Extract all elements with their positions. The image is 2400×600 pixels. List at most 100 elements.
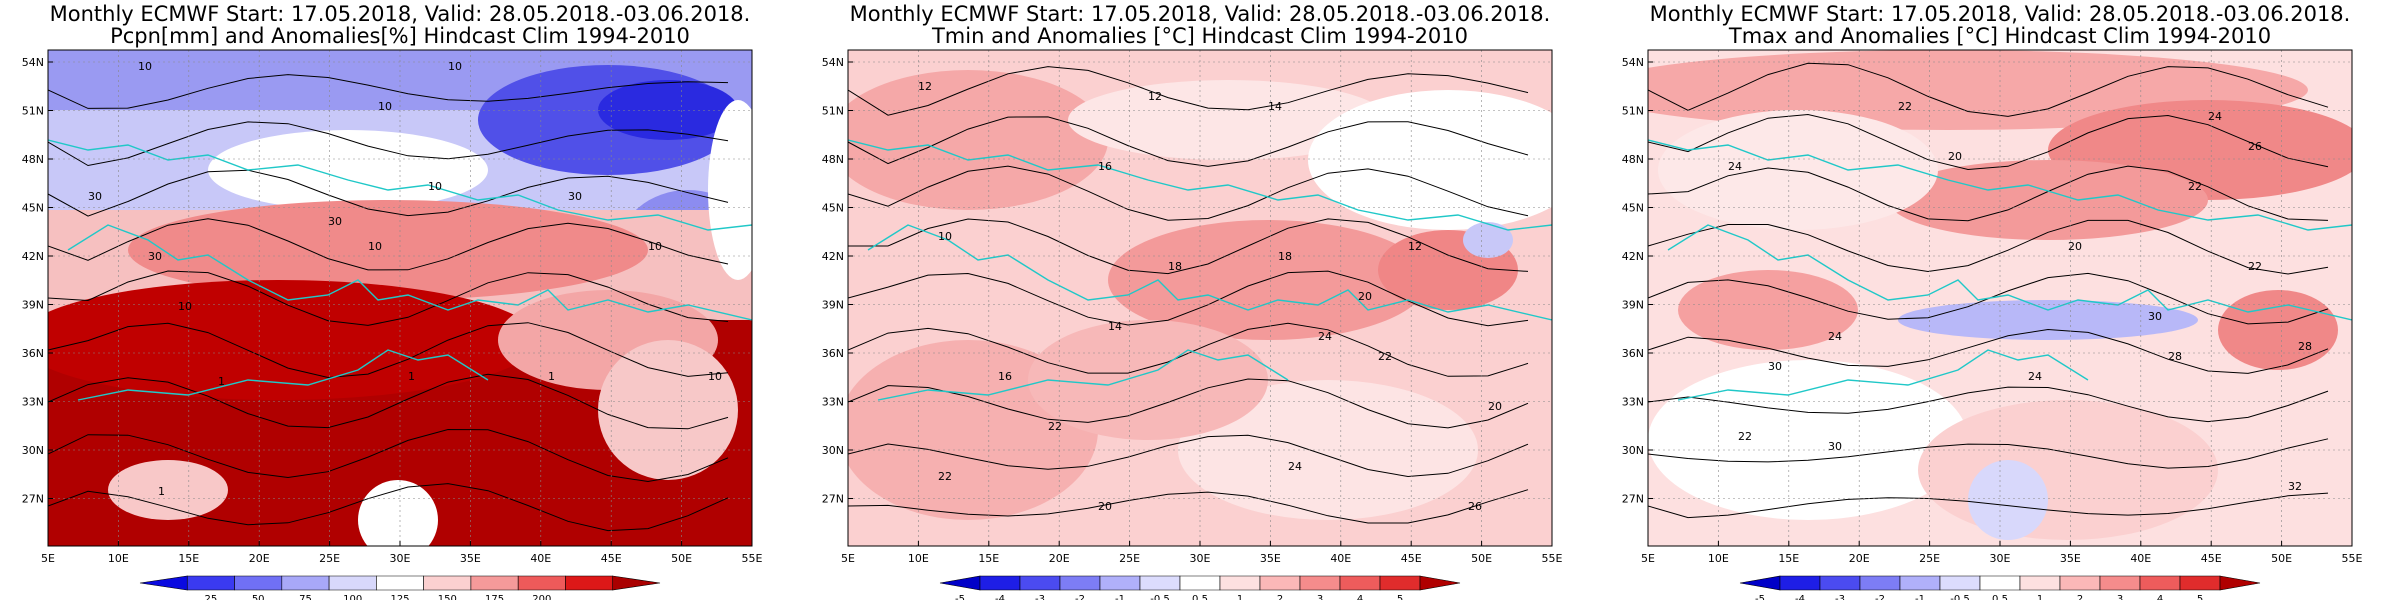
colorbar-swatch <box>1059 575 1101 591</box>
panel-tmin: Monthly ECMWF Start: 17.05.2018, Valid: … <box>800 0 1600 600</box>
colorbar-label: -5 <box>1755 594 1765 600</box>
anomaly-area <box>2218 290 2338 370</box>
contour-label: 28 <box>2298 340 2312 353</box>
contour-label: 22 <box>1378 350 1392 363</box>
colorbar-swatch <box>2219 575 2261 591</box>
panel-title-line1: Monthly ECMWF Start: 17.05.2018, Valid: … <box>849 2 1551 26</box>
colorbar-label: -3 <box>1835 594 1845 600</box>
lat-tick-label: 39N <box>22 299 44 312</box>
coastline <box>848 139 1552 231</box>
colorbar-label: 0.5 <box>1192 594 1208 600</box>
contour-label: 22 <box>1048 420 1062 433</box>
contour-line <box>1648 492 2329 519</box>
anomaly-area <box>1463 222 1513 258</box>
colorbar-label: 2 <box>2077 594 2083 600</box>
colorbar-swatch <box>517 575 566 591</box>
contour-label: 12 <box>918 80 932 93</box>
lat-tick-label: 51N <box>22 105 44 118</box>
colorbar-label: -0.5 <box>1950 594 1970 600</box>
lat-tick-label: 27N <box>1622 493 1644 506</box>
colorbar-label: 200 <box>532 594 551 600</box>
colorbar-swatch <box>565 575 614 591</box>
contour-label: 20 <box>2068 240 2082 253</box>
contour-label: 1 <box>408 370 415 383</box>
colorbar-swatch <box>470 575 519 591</box>
colorbar-label: -2 <box>1075 594 1085 600</box>
anomaly-area <box>1108 220 1428 340</box>
contour-line <box>48 74 729 109</box>
lat-tick-label: 42N <box>1622 250 1644 263</box>
panel-title-line2: Tmax and Anomalies [°C] Hindcast Clim 19… <box>1728 24 2272 48</box>
lat-tick-label: 27N <box>22 493 44 506</box>
contour-label: 12 <box>1408 240 1422 253</box>
lat-tick-label: 54N <box>22 56 44 69</box>
colorbar-label: 50 <box>252 594 265 600</box>
contour-line <box>848 434 1529 478</box>
coastline <box>67 224 752 321</box>
contour-label: 14 <box>1268 100 1282 113</box>
contour-label: 10 <box>708 370 722 383</box>
lat-tick-label: 42N <box>822 250 844 263</box>
lon-tick-label: 15E <box>978 552 999 565</box>
colorbar-swatch <box>2019 575 2061 591</box>
anomaly-area <box>1658 110 1938 230</box>
colorbar-swatch <box>139 575 188 591</box>
lon-tick-label: 40E <box>530 552 551 565</box>
lon-tick-label: 25E <box>1119 552 1140 565</box>
colorbar-swatch <box>2099 575 2141 591</box>
contour-label: 22 <box>2188 180 2202 193</box>
colorbar-label: -3 <box>1035 594 1045 600</box>
contour-label: 24 <box>2208 110 2222 123</box>
colorbar-label: 175 <box>485 594 504 600</box>
contour-line <box>48 169 729 217</box>
contour-line <box>1648 62 2329 117</box>
anomaly-area <box>208 130 488 210</box>
colorbar-label: 100 <box>343 594 362 600</box>
colorbar-label: 3 <box>2117 594 2123 600</box>
lat-tick-label: 30N <box>22 444 44 457</box>
lat-tick-label: 48N <box>22 153 44 166</box>
colorbar-label: 3 <box>1317 594 1323 600</box>
contour-label: 20 <box>1358 290 1372 303</box>
colorbar-swatch <box>1019 575 1061 591</box>
colorbar-label: 5 <box>2197 594 2203 600</box>
lon-tick-label: 45E <box>2201 552 2222 565</box>
contour-line <box>48 428 729 483</box>
colorbar: -5 -4 -3 -2 -1 -0.5 0.5 1 2 3 4 5 <box>1739 575 2261 600</box>
panel-title-line1: Monthly ECMWF Start: 17.05.2018, Valid: … <box>1649 2 2351 26</box>
lon-tick-label: 25E <box>1919 552 1940 565</box>
anomaly-area <box>598 80 738 140</box>
lon-tick-label: 25E <box>319 552 340 565</box>
lat-tick-label: 39N <box>1622 299 1644 312</box>
lon-tick-label: 55E <box>2342 552 2363 565</box>
coastline <box>48 139 752 231</box>
colorbar-swatch <box>612 575 661 591</box>
lon-tick-label: 40E <box>2130 552 2151 565</box>
colorbar-label: -2 <box>1875 594 1885 600</box>
colorbar-swatch <box>1219 575 1261 591</box>
contour-line <box>848 378 1529 429</box>
lon-tick-label: 5E <box>1641 552 1655 565</box>
colorbar-label: 4 <box>2157 594 2163 600</box>
coastline <box>77 349 489 401</box>
colorbar-swatch <box>1339 575 1381 591</box>
contour-label: 1 <box>158 485 165 498</box>
contour-label: 20 <box>1948 150 1962 163</box>
lat-tick-label: 54N <box>1622 56 1644 69</box>
contour-line <box>48 121 729 167</box>
contour-label: 10 <box>448 60 462 73</box>
anomaly-area <box>1898 300 2198 340</box>
colorbar-swatch <box>939 575 981 591</box>
map-field: 12 12 14 16 10 12 18 14 16 18 20 22 24 22 20 24 26 22 20 54… <box>822 49 1563 565</box>
colorbar-swatch <box>1259 575 1301 591</box>
contour-label: 30 <box>1768 360 1782 373</box>
colorbar-label: -1 <box>1115 594 1125 600</box>
colorbar-swatch <box>328 575 377 591</box>
lat-tick-label: 45N <box>22 202 44 215</box>
anomaly-area <box>1028 320 1268 440</box>
lon-tick-label: 10E <box>108 552 129 565</box>
contour-line <box>848 165 1529 221</box>
colorbar-swatch <box>2059 575 2101 591</box>
lon-tick-label: 50E <box>1471 552 1492 565</box>
lat-tick-label: 54N <box>822 56 844 69</box>
